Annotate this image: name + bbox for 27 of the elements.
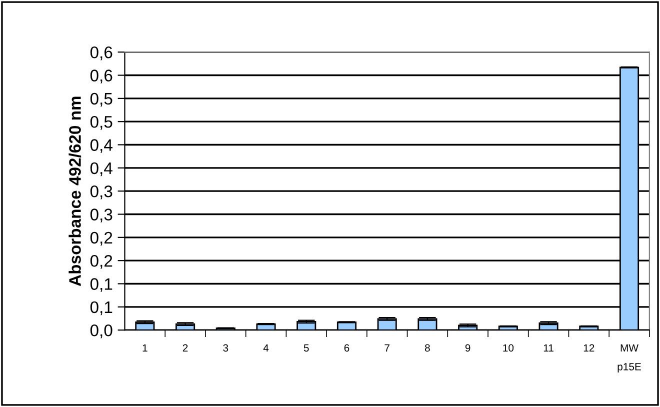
y-tick-label: 0,4 xyxy=(90,139,112,153)
y-tick-label: 0,4 xyxy=(90,162,112,176)
x-tick-label: 4 xyxy=(263,344,269,352)
x-tick-label: 10 xyxy=(503,344,514,352)
y-tick-label: 0,5 xyxy=(90,116,112,130)
y-tick-label: 0,6 xyxy=(90,46,112,60)
x-tick-label: 8 xyxy=(425,344,430,352)
x-tick-label: 6 xyxy=(344,344,350,352)
y-tick-label: 0,2 xyxy=(90,232,112,246)
x-tick-label: 7 xyxy=(384,344,390,352)
y-tick-label: 0,2 xyxy=(90,254,112,269)
x-tick-label: 1 xyxy=(142,344,148,352)
y-tick-label: 0,3 xyxy=(90,185,112,200)
x-tick-label: 3 xyxy=(223,344,228,352)
x-tick-label: 12 xyxy=(584,344,594,352)
y-tick-label: 0,1 xyxy=(90,278,112,292)
x-tick-label: 11 xyxy=(544,344,554,352)
y-tick-label: 0,6 xyxy=(90,70,112,84)
x-tick-label: MW p15E xyxy=(618,344,641,372)
y-tick-label: 0,3 xyxy=(90,208,112,222)
x-tick-label: 9 xyxy=(465,344,470,352)
y-axis-title: Absorbance 492/620 nm xyxy=(68,96,82,286)
x-tick-label: 2 xyxy=(182,344,188,352)
y-tick-label: 0,5 xyxy=(90,92,112,107)
x-tick-label: 5 xyxy=(304,344,309,352)
y-tick-label: 0,1 xyxy=(90,301,112,316)
y-tick-label: 0,0 xyxy=(90,324,112,338)
